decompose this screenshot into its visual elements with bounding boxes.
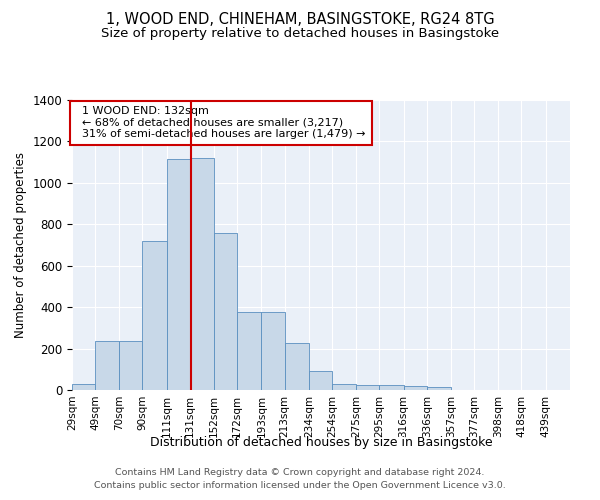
Bar: [142, 241, 167, 390]
Bar: [262, 312, 284, 390]
Bar: [356, 385, 379, 390]
Bar: [237, 312, 262, 390]
Bar: [427, 387, 451, 390]
Bar: [332, 384, 356, 390]
Bar: [284, 344, 309, 390]
Text: Distribution of detached houses by size in Basingstoke: Distribution of detached houses by size …: [149, 436, 493, 449]
Text: Size of property relative to detached houses in Basingstoke: Size of property relative to detached ho…: [101, 28, 499, 40]
Text: Contains public sector information licensed under the Open Government Licence v3: Contains public sector information licen…: [94, 482, 506, 490]
Bar: [404, 386, 427, 390]
Bar: [72, 384, 95, 390]
Bar: [167, 159, 190, 390]
Bar: [379, 385, 404, 390]
Text: Contains HM Land Registry data © Crown copyright and database right 2024.: Contains HM Land Registry data © Crown c…: [115, 468, 485, 477]
Y-axis label: Number of detached properties: Number of detached properties: [14, 152, 27, 338]
Text: 1, WOOD END, CHINEHAM, BASINGSTOKE, RG24 8TG: 1, WOOD END, CHINEHAM, BASINGSTOKE, RG24…: [106, 12, 494, 28]
Bar: [214, 232, 237, 390]
Bar: [190, 158, 214, 390]
Bar: [119, 342, 142, 390]
Text: 1 WOOD END: 132sqm
  ← 68% of detached houses are smaller (3,217)
  31% of semi-: 1 WOOD END: 132sqm ← 68% of detached hou…: [76, 106, 366, 140]
Bar: [309, 372, 332, 390]
Bar: [95, 342, 119, 390]
